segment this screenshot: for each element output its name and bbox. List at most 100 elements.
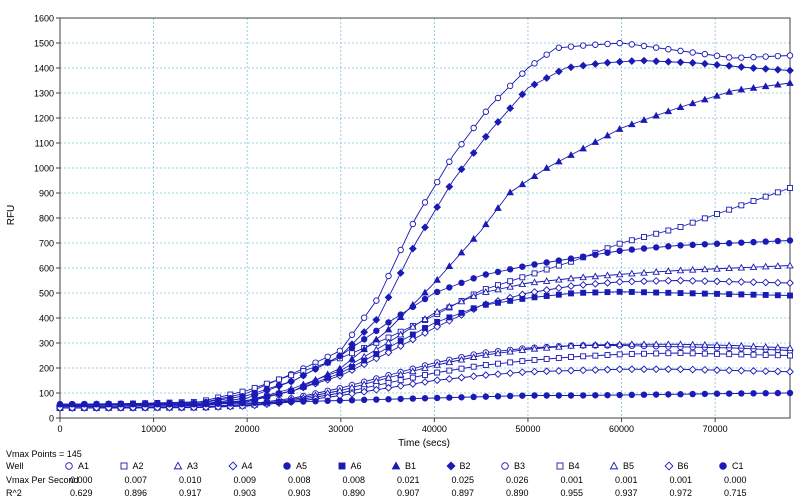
data-point	[603, 131, 612, 139]
data-point	[323, 370, 332, 378]
data-point	[592, 41, 599, 48]
data-point	[676, 58, 685, 67]
data-point	[653, 230, 660, 237]
vmax-value: 0.001	[669, 475, 693, 485]
data-point	[664, 57, 673, 66]
data-point	[530, 288, 539, 296]
data-point	[202, 400, 210, 408]
data-point	[787, 352, 793, 359]
data-point	[421, 315, 429, 322]
data-point	[396, 313, 405, 321]
data-point	[725, 62, 734, 70]
data-point	[701, 290, 708, 297]
data-point	[311, 365, 320, 373]
data-point	[507, 359, 514, 366]
data-point	[640, 42, 648, 50]
data-point	[117, 401, 125, 408]
data-point	[360, 387, 369, 396]
data-point	[664, 340, 673, 348]
data-point	[689, 350, 696, 357]
series-line	[59, 82, 791, 406]
data-point	[446, 394, 453, 401]
data-point	[373, 327, 380, 334]
series-C1	[56, 389, 794, 408]
data-point	[640, 277, 648, 286]
data-point	[737, 278, 746, 286]
data-point	[786, 344, 794, 351]
well-legend-entry: B1	[391, 460, 416, 472]
data-point	[725, 240, 733, 247]
x-tick-label: 20000	[235, 424, 260, 434]
data-point	[542, 367, 551, 376]
data-point	[506, 82, 514, 90]
data-point	[664, 365, 673, 374]
well-name: B2	[459, 461, 471, 471]
data-point	[749, 83, 758, 91]
r2-value: 0.896	[124, 488, 148, 498]
data-point	[652, 111, 660, 119]
data-point	[275, 398, 283, 406]
data-point	[664, 267, 673, 274]
data-point	[774, 389, 782, 397]
data-point	[616, 240, 623, 247]
data-point	[373, 396, 380, 403]
data-point	[714, 290, 720, 297]
data-point	[384, 373, 393, 381]
data-point	[458, 394, 465, 401]
data-point	[251, 399, 258, 406]
well-name: B4	[568, 461, 580, 471]
y-tick-label: 1100	[35, 139, 54, 149]
r2-value: 0.629	[70, 488, 93, 498]
circle-filled-marker-icon	[282, 461, 292, 471]
data-point	[616, 351, 623, 358]
data-point	[227, 400, 234, 407]
data-point	[141, 401, 149, 408]
data-point	[470, 305, 477, 312]
data-point	[518, 368, 527, 377]
data-point	[397, 377, 404, 384]
data-point	[409, 300, 417, 308]
data-point	[749, 342, 758, 350]
data-point	[408, 335, 417, 344]
data-point	[628, 289, 635, 295]
data-point	[494, 118, 502, 126]
data-point	[726, 206, 733, 213]
data-point	[761, 367, 770, 376]
data-point	[701, 50, 709, 58]
data-point	[446, 158, 453, 165]
triangle-open-marker-icon	[609, 461, 619, 471]
data-point	[275, 389, 283, 397]
data-point	[627, 365, 636, 374]
legend-marker	[65, 462, 73, 470]
data-point	[628, 120, 636, 128]
data-point	[445, 358, 454, 366]
vmax-label: Vmax Per Second	[6, 475, 79, 485]
data-point	[311, 376, 320, 383]
data-point	[81, 401, 88, 408]
grid-lines	[60, 18, 790, 418]
data-point	[603, 365, 612, 374]
data-point	[580, 289, 587, 296]
data-point	[762, 352, 769, 358]
data-point	[701, 95, 709, 103]
data-point	[749, 367, 758, 375]
data-point	[641, 234, 647, 240]
data-point	[603, 58, 612, 67]
data-point	[518, 346, 527, 353]
data-point	[421, 288, 429, 296]
data-point	[725, 88, 733, 95]
legend-marker	[120, 462, 127, 470]
data-point	[349, 350, 355, 357]
data-point	[726, 351, 733, 358]
data-point	[372, 385, 381, 394]
data-point	[506, 369, 515, 378]
data-point	[652, 340, 660, 348]
data-point	[336, 364, 344, 372]
data-point	[409, 395, 417, 402]
circle-filled-marker-icon	[718, 461, 728, 471]
data-point	[689, 219, 696, 226]
well-legend-entry: C1	[718, 460, 744, 472]
data-point	[773, 65, 782, 74]
data-point	[738, 291, 745, 298]
legend-marker	[609, 461, 619, 470]
